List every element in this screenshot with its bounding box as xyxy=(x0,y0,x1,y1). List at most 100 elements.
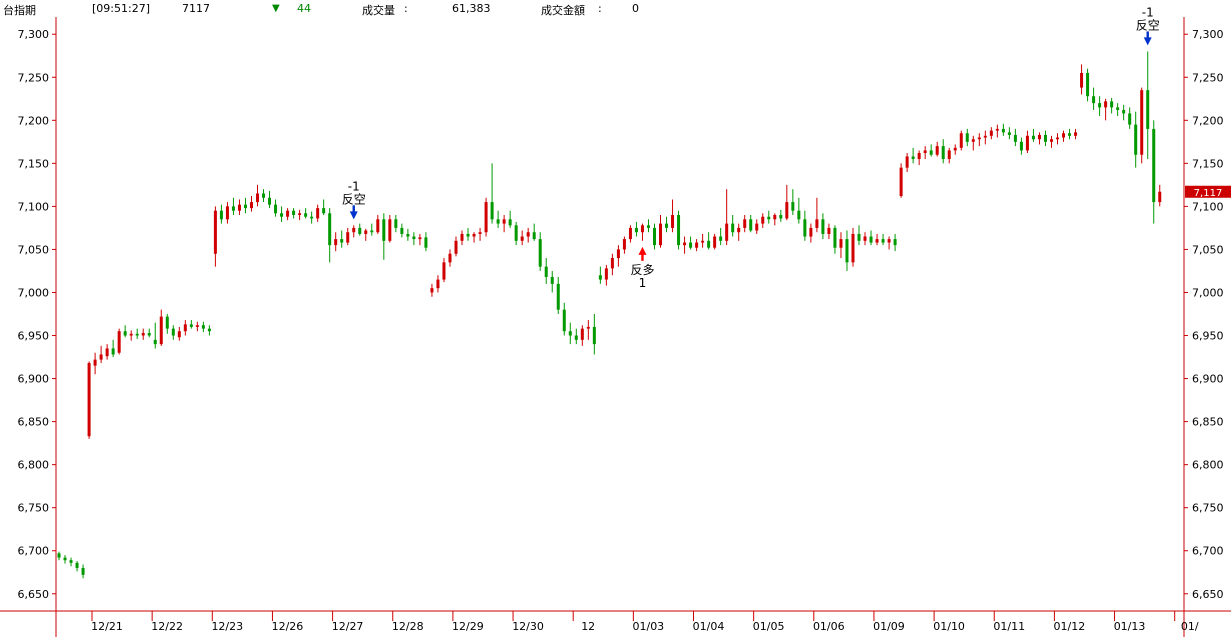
candle-body xyxy=(953,147,957,151)
last-price: 7117 xyxy=(182,2,210,15)
candle-body xyxy=(923,150,927,154)
candle-body xyxy=(292,210,296,215)
candle-body xyxy=(971,139,975,142)
candle-body xyxy=(1098,103,1102,108)
y-tick-label-right: 7,050 xyxy=(1192,243,1224,256)
candle-body xyxy=(225,206,229,220)
y-tick-label-right: 6,850 xyxy=(1192,416,1224,429)
y-tick-label-left: 6,650 xyxy=(18,588,50,601)
x-tick-label: 01/13 xyxy=(1114,620,1146,633)
candle-body xyxy=(129,333,133,336)
candle-body xyxy=(400,227,404,234)
candle-body xyxy=(821,219,825,234)
candle-body xyxy=(610,258,614,269)
candle-body xyxy=(382,219,386,241)
y-tick-label-right: 6,800 xyxy=(1192,459,1224,472)
signal-count: -1 xyxy=(1142,5,1154,19)
x-tick-label: 01/05 xyxy=(753,620,785,633)
candle-body xyxy=(929,150,933,155)
candle-body xyxy=(177,331,181,338)
candle-body xyxy=(616,249,620,259)
y-tick-label-left: 6,800 xyxy=(18,459,50,472)
candle-body xyxy=(1037,134,1041,140)
signal-count: -1 xyxy=(348,179,360,193)
candle-body xyxy=(394,219,398,228)
candle-body xyxy=(634,227,638,233)
candle-body xyxy=(316,208,320,219)
signal-label: 反多 xyxy=(630,263,654,277)
candle-body xyxy=(207,328,211,332)
candle-body xyxy=(695,242,699,248)
candle-body xyxy=(346,232,350,243)
candle-body xyxy=(1116,107,1120,110)
candle-body xyxy=(243,204,247,209)
candle-body xyxy=(875,239,879,243)
candle-body xyxy=(713,236,717,248)
candle-body xyxy=(701,240,705,243)
candle-body xyxy=(1055,137,1060,140)
candle-body xyxy=(785,202,789,219)
y-tick-label-left: 6,900 xyxy=(18,373,50,386)
x-tick-label: 12/23 xyxy=(211,620,243,633)
candle-body xyxy=(376,219,380,233)
candle-body xyxy=(1049,139,1053,142)
candle-body xyxy=(731,223,735,233)
x-tick-label: 01/11 xyxy=(993,620,1025,633)
x-tick-label: 12/27 xyxy=(332,620,364,633)
x-tick-label: 01/03 xyxy=(632,620,664,633)
candle-body xyxy=(604,268,608,280)
candle-body xyxy=(761,216,765,224)
candle-body xyxy=(412,236,416,240)
candle-body xyxy=(460,233,464,241)
candle-body xyxy=(725,223,729,241)
candle-body xyxy=(899,167,903,197)
candle-body xyxy=(652,227,656,246)
buy-arrow-icon xyxy=(638,246,647,255)
candle-body xyxy=(358,227,362,234)
candle-body xyxy=(81,567,85,575)
symbol-name: 台指期 xyxy=(3,4,36,17)
quote-header: 台指期 [09:51:27] 7117 ▼ 44 成交量 : 61,383 成交… xyxy=(0,0,1231,17)
candle-body xyxy=(550,276,554,284)
candle-body xyxy=(165,316,169,329)
candle-body xyxy=(887,239,891,243)
candle-body xyxy=(1019,141,1023,151)
candle-body xyxy=(977,137,981,140)
buy-arrow-icon xyxy=(641,253,644,261)
candle-body xyxy=(773,215,777,220)
candle-body xyxy=(159,316,163,345)
candle-body xyxy=(418,237,422,240)
candle-body xyxy=(93,359,97,366)
candle-body xyxy=(123,331,127,336)
candle-body xyxy=(544,266,548,277)
candle-body xyxy=(863,236,867,241)
candle-body xyxy=(1068,133,1072,136)
candle-body xyxy=(99,354,103,360)
candle-body xyxy=(280,213,284,217)
candle-body xyxy=(334,239,338,246)
candle-body xyxy=(105,348,109,357)
candle-body xyxy=(1043,134,1047,142)
x-tick-label: 12/28 xyxy=(392,620,424,633)
candle-body xyxy=(538,239,542,267)
sell-arrow-icon xyxy=(349,211,358,220)
candle-body xyxy=(424,237,428,248)
candle-body xyxy=(255,193,260,203)
candle-body xyxy=(1110,101,1114,108)
candle-body xyxy=(935,146,939,155)
candle-body xyxy=(1158,191,1162,203)
x-tick-label: 12/30 xyxy=(512,620,544,633)
y-tick-label-right: 7,300 xyxy=(1192,28,1224,41)
last-price-tag xyxy=(1185,185,1231,198)
x-tick-label: 12/29 xyxy=(452,620,484,633)
x-tick-label: 01/06 xyxy=(813,620,845,633)
y-tick-label-left: 6,700 xyxy=(18,545,50,558)
x-tick-label: 01/04 xyxy=(693,620,725,633)
candle-body xyxy=(502,219,506,224)
candle-body xyxy=(767,216,771,220)
candle-body xyxy=(406,233,410,237)
candle-body xyxy=(69,560,73,563)
candle-body xyxy=(1001,128,1005,133)
quote-time: [09:51:27] xyxy=(92,2,150,15)
